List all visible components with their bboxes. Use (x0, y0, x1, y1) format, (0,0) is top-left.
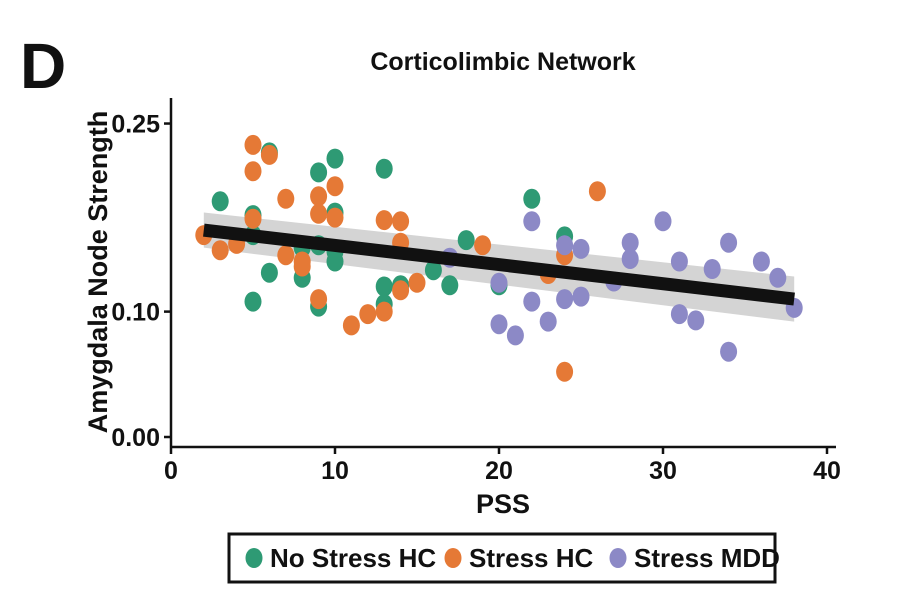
data-point (474, 235, 492, 256)
data-point (703, 259, 721, 279)
data-point (752, 251, 770, 272)
data-point (310, 203, 328, 224)
data-point (408, 272, 426, 293)
data-point (244, 161, 262, 182)
data-point (670, 304, 688, 325)
axes (169, 98, 836, 449)
plot-area (195, 134, 803, 382)
data-point (375, 210, 393, 231)
data-point (556, 289, 574, 310)
y-tick-label: 0.10 (111, 299, 160, 327)
x-tick-label: 20 (485, 457, 513, 485)
data-point (277, 245, 295, 266)
legend-marker (609, 548, 627, 568)
x-axis-label: PSS (476, 489, 530, 519)
x-ticks: 0 10 20 30 40 (164, 447, 841, 485)
data-point (457, 230, 475, 251)
data-point (424, 260, 442, 281)
data-point (293, 256, 311, 277)
data-point (687, 310, 705, 331)
data-point (720, 341, 738, 362)
legend-box (227, 532, 777, 584)
data-point (260, 144, 278, 165)
data-point (490, 272, 508, 293)
legend-marker (444, 548, 462, 568)
x-tick-label: 10 (321, 457, 349, 485)
data-point (342, 315, 360, 336)
data-point (326, 148, 344, 169)
legend-marker (245, 548, 263, 568)
data-point (720, 232, 738, 253)
data-point (375, 301, 393, 322)
data-point (310, 186, 328, 207)
data-point (654, 211, 672, 232)
data-point (244, 208, 262, 229)
y-ticks: 0.00 0.10 0.25 (111, 111, 171, 452)
data-point (556, 235, 574, 256)
data-point (588, 181, 606, 202)
data-point (211, 240, 229, 261)
data-point (506, 325, 524, 346)
legend-label: No Stress HC (270, 543, 436, 573)
data-point (769, 267, 787, 288)
data-point (392, 211, 410, 232)
legend: No Stress HC Stress HC Stress MDD (227, 532, 780, 584)
data-point (310, 162, 328, 183)
x-tick-label: 30 (649, 457, 677, 485)
data-point (670, 251, 688, 272)
data-point (572, 286, 590, 307)
legend-label: Stress MDD (634, 543, 780, 573)
data-point (621, 232, 639, 253)
data-point (326, 251, 344, 272)
panel-label: D (20, 30, 66, 102)
data-point (621, 249, 639, 269)
data-point (326, 176, 344, 197)
data-point (539, 311, 557, 332)
data-point (572, 238, 590, 259)
x-tick-label: 40 (813, 457, 841, 485)
data-point (523, 211, 541, 232)
data-point (375, 276, 393, 297)
x-tick-label: 0 (164, 457, 178, 485)
data-point (244, 291, 262, 312)
data-point (277, 188, 295, 209)
data-point (441, 275, 459, 296)
y-axis-label: Amygdala Node Strength (83, 111, 113, 434)
data-point (326, 207, 344, 228)
data-point (310, 289, 328, 310)
data-point (523, 291, 541, 312)
data-point (523, 188, 541, 209)
chart-title: Corticolimbic Network (370, 48, 635, 76)
legend-label: Stress HC (469, 543, 593, 573)
data-point (392, 280, 410, 301)
data-point (556, 361, 574, 382)
regression-line (203, 223, 795, 306)
data-point (244, 134, 262, 155)
data-point (211, 191, 229, 212)
data-point (260, 262, 278, 283)
data-point (359, 304, 377, 325)
y-tick-label: 0.25 (111, 111, 160, 139)
y-tick-label: 0.00 (111, 424, 160, 452)
data-point (490, 314, 508, 335)
data-point (375, 158, 393, 179)
